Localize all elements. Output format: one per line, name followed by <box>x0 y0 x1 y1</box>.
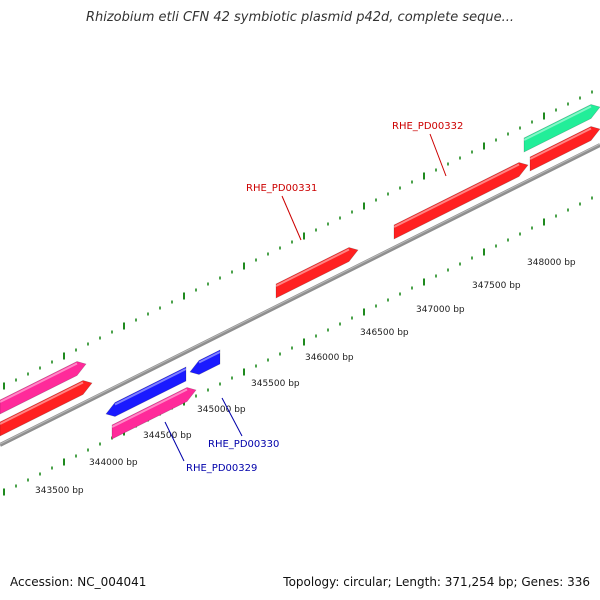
gene-label-leader <box>281 195 302 241</box>
scale-label: 345500 bp <box>251 379 300 389</box>
backbone-highlight <box>0 143 600 445</box>
gene-forward <box>0 380 93 437</box>
scale-label: 347000 bp <box>416 305 465 315</box>
accession-label: Accession: NC_004041 <box>10 575 147 589</box>
gene-rhe-pd00331-shine <box>275 248 350 287</box>
map-title: Rhizobium etli CFN 42 symbiotic plasmid … <box>85 10 515 25</box>
scale-label: 344500 bp <box>143 431 192 441</box>
gene-reverse-shine <box>198 351 221 364</box>
gene-pink <box>0 361 87 415</box>
gene-forward-shine <box>529 127 592 160</box>
scale-label: 346500 bp <box>360 328 409 338</box>
scale-label: 343500 bp <box>35 486 84 496</box>
topology-summary: Topology: circular; Length: 371,254 bp; … <box>283 575 590 589</box>
gene-rhe-pd00329-shine <box>111 388 188 428</box>
gene-forward-shine <box>0 381 84 425</box>
gene-teal <box>523 104 600 153</box>
gene-label: RHE_PD00330 <box>208 439 279 450</box>
gene-rhe-pd00332 <box>393 162 529 240</box>
gene-label-leader <box>164 421 185 462</box>
gene-rhe-pd00332-shine <box>393 163 520 228</box>
gene-pink-shine <box>0 362 78 403</box>
scale-label: 345000 bp <box>197 405 246 415</box>
scale-label: 347500 bp <box>472 281 521 291</box>
gene-rhe-pd00330 <box>105 366 187 417</box>
gene-forward <box>529 126 600 172</box>
gene-label-leader <box>429 133 447 177</box>
scale-label: 344000 bp <box>89 458 138 468</box>
gene-rhe-pd00330-shine <box>114 368 187 406</box>
gene-rhe-pd00329 <box>111 387 197 440</box>
gene-teal-shine <box>523 105 592 141</box>
gene-label: RHE_PD00332 <box>392 121 463 132</box>
gene-label-leader <box>221 397 243 437</box>
gene-rhe-pd00331 <box>275 247 359 299</box>
scale-label: 348000 bp <box>527 258 576 268</box>
gene-label: RHE_PD00329 <box>186 463 257 474</box>
gene-reverse <box>189 349 221 375</box>
gene-label: RHE_PD00331 <box>246 183 317 194</box>
scale-label: 346000 bp <box>305 353 354 363</box>
backbone-line <box>0 143 600 447</box>
